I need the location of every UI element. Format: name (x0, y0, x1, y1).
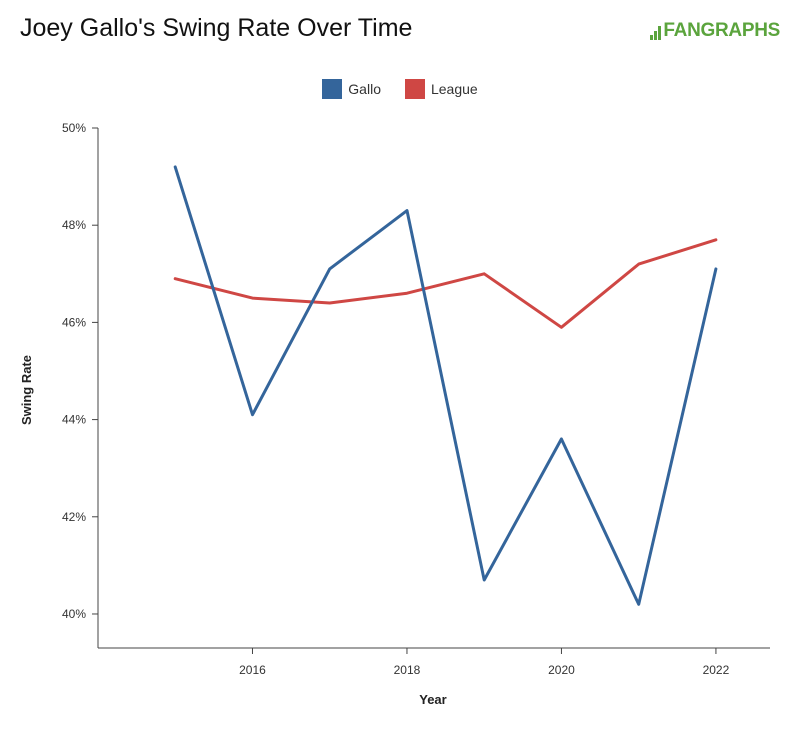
legend-swatch (322, 79, 343, 99)
y-tick-label: 50% (62, 121, 86, 135)
y-axis-title: Swing Rate (19, 355, 34, 425)
legend-item-league[interactable]: League (404, 79, 478, 99)
series-line-league (173, 238, 718, 329)
legend-label: League (430, 81, 478, 97)
logo-text: FANGRAPHS (663, 20, 780, 41)
legend-swatch (404, 79, 425, 99)
series-line-gallo (173, 165, 718, 606)
logo-bars-icon (650, 22, 662, 40)
x-tick-label: 2018 (394, 663, 421, 677)
y-tick-label: 48% (62, 218, 86, 232)
y-tick-label: 42% (62, 510, 86, 524)
legend-label: Gallo (348, 81, 381, 97)
chart-title: Joey Gallo's Swing Rate Over Time (20, 14, 413, 42)
x-tick-label: 2016 (239, 663, 266, 677)
y-tick-label: 44% (62, 413, 86, 427)
fangraphs-logo[interactable]: FANGRAPHS (650, 20, 780, 42)
y-tick-label: 40% (62, 607, 86, 621)
legend-item-gallo[interactable]: Gallo (322, 79, 381, 99)
chart-legend: Gallo League (0, 79, 800, 99)
y-tick-label: 46% (62, 315, 86, 329)
x-tick-label: 2020 (548, 663, 575, 677)
x-axis-title: Year (419, 692, 446, 707)
x-tick-label: 2022 (703, 663, 730, 677)
